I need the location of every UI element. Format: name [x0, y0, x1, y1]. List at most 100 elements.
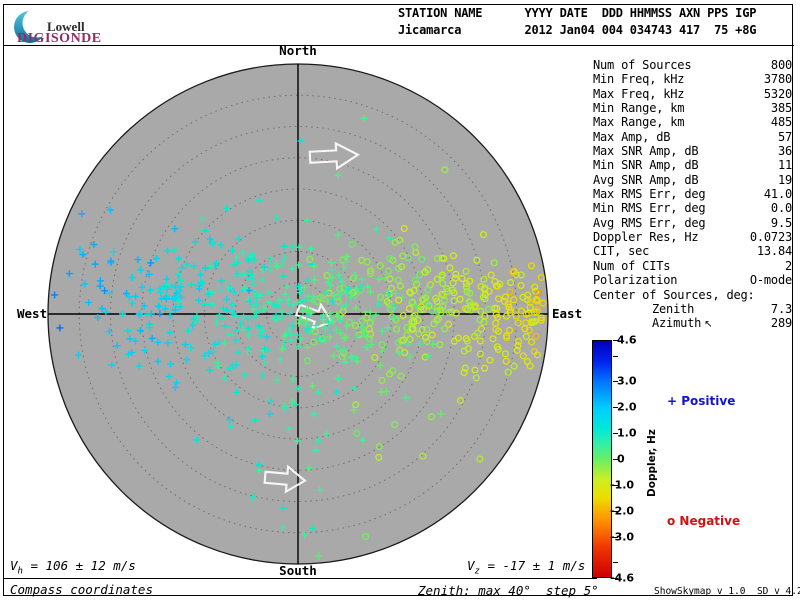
- source-point-positive: [375, 300, 383, 308]
- source-point-positive: [165, 372, 173, 380]
- source-point-positive: [312, 446, 320, 454]
- stat-label: Azimuth ↖: [652, 316, 713, 331]
- source-point-negative: [480, 318, 488, 326]
- source-point-negative: [532, 332, 540, 340]
- stat-row: Max RMS Err, deg 41.0: [585, 187, 792, 201]
- source-point-positive: [278, 313, 286, 321]
- source-point-positive: [177, 283, 185, 291]
- source-point-positive: [128, 274, 136, 281]
- source-point-positive: [328, 266, 336, 274]
- source-point-positive: [199, 279, 207, 287]
- source-point-positive: [246, 270, 254, 278]
- source-point-positive: [288, 265, 296, 273]
- source-point-negative: [501, 350, 509, 358]
- source-point-positive: [289, 301, 297, 309]
- source-point-negative: [338, 352, 346, 361]
- stat-row: Zenith 7.3: [585, 302, 792, 316]
- source-point-positive: [208, 300, 216, 308]
- source-point-positive: [154, 302, 162, 310]
- source-point-positive: [221, 339, 229, 347]
- source-point-positive: [236, 320, 244, 328]
- colorbar-tick: [613, 407, 618, 409]
- source-point-positive: [226, 416, 233, 424]
- source-point-negative: [504, 300, 512, 308]
- source-point-positive: [125, 293, 133, 301]
- drift-direction-arrow: [294, 302, 334, 331]
- source-point-positive: [357, 283, 364, 291]
- source-point-positive: [233, 388, 241, 396]
- source-point-positive: [79, 251, 87, 258]
- source-point-negative: [386, 275, 394, 283]
- source-point-negative: [462, 279, 470, 288]
- source-point-positive: [272, 260, 280, 268]
- source-point-negative: [510, 296, 518, 304]
- source-point-positive: [200, 301, 208, 308]
- source-point-negative: [377, 293, 385, 301]
- source-point-positive: [178, 264, 186, 272]
- source-point-positive: [279, 524, 287, 532]
- source-point-positive: [326, 333, 334, 341]
- source-point-positive: [362, 343, 370, 351]
- source-point-positive: [272, 214, 280, 222]
- source-point-positive: [232, 254, 240, 262]
- source-point-positive: [141, 346, 149, 354]
- source-point-positive: [204, 290, 212, 298]
- source-point-negative: [339, 256, 347, 264]
- source-point-positive: [259, 276, 267, 284]
- source-point-positive: [259, 326, 267, 334]
- source-point-positive: [308, 297, 316, 305]
- source-point-positive: [281, 405, 289, 413]
- source-point-negative: [405, 305, 414, 313]
- source-point-negative: [533, 351, 541, 359]
- source-point-negative: [515, 337, 523, 346]
- source-point-positive: [245, 296, 253, 304]
- source-point-positive: [344, 285, 352, 293]
- source-point-negative: [428, 331, 436, 339]
- stat-row: Azimuth ↖ 289: [585, 316, 792, 332]
- source-point-negative: [493, 304, 501, 312]
- source-point-negative: [463, 306, 472, 314]
- source-point-positive: [184, 327, 192, 335]
- source-point-negative: [317, 293, 325, 302]
- source-point-negative: [413, 280, 421, 288]
- source-point-positive: [350, 355, 358, 363]
- source-point-positive: [386, 234, 393, 242]
- source-point-negative: [310, 338, 318, 346]
- source-point-positive: [294, 343, 302, 350]
- source-point-positive: [285, 325, 293, 333]
- stat-row: Num of Sources 800: [585, 58, 792, 72]
- stat-row: Max Range, km 485: [585, 115, 792, 129]
- stats-panel: Num of Sources 800 Min Freq, kHz 3780 Max Fr…: [585, 58, 792, 333]
- stat-value: 41.0: [763, 187, 792, 202]
- source-point-negative: [363, 314, 371, 322]
- source-point-negative: [323, 272, 331, 280]
- source-point-positive: [85, 299, 93, 307]
- source-point-positive: [228, 247, 236, 255]
- source-point-positive: [309, 293, 317, 301]
- source-point-positive: [245, 287, 253, 294]
- source-point-positive: [285, 425, 293, 433]
- header-column-titles: STATION NAME YYYY DATE DDD HHMMSS AXN PP…: [398, 6, 757, 20]
- source-point-positive: [233, 270, 241, 278]
- source-point-positive: [215, 311, 223, 319]
- source-point-negative: [534, 289, 543, 297]
- source-point-negative: [378, 376, 386, 384]
- source-point-negative: [361, 533, 370, 541]
- source-point-positive: [328, 274, 336, 282]
- source-point-negative: [466, 289, 474, 297]
- source-point-positive: [297, 335, 305, 343]
- source-point-positive: [330, 292, 338, 299]
- source-point-negative: [433, 254, 441, 263]
- source-point-positive: [171, 384, 179, 392]
- source-point-positive: [283, 283, 291, 291]
- source-point-positive: [424, 353, 432, 361]
- source-point-positive: [377, 388, 385, 396]
- source-point-positive: [239, 326, 247, 334]
- source-point-positive: [107, 259, 115, 267]
- source-point-positive: [325, 319, 332, 327]
- stat-value: 800: [770, 58, 792, 72]
- stat-value: 3780: [763, 72, 792, 87]
- source-point-positive: [171, 282, 179, 290]
- source-point-positive: [210, 347, 217, 355]
